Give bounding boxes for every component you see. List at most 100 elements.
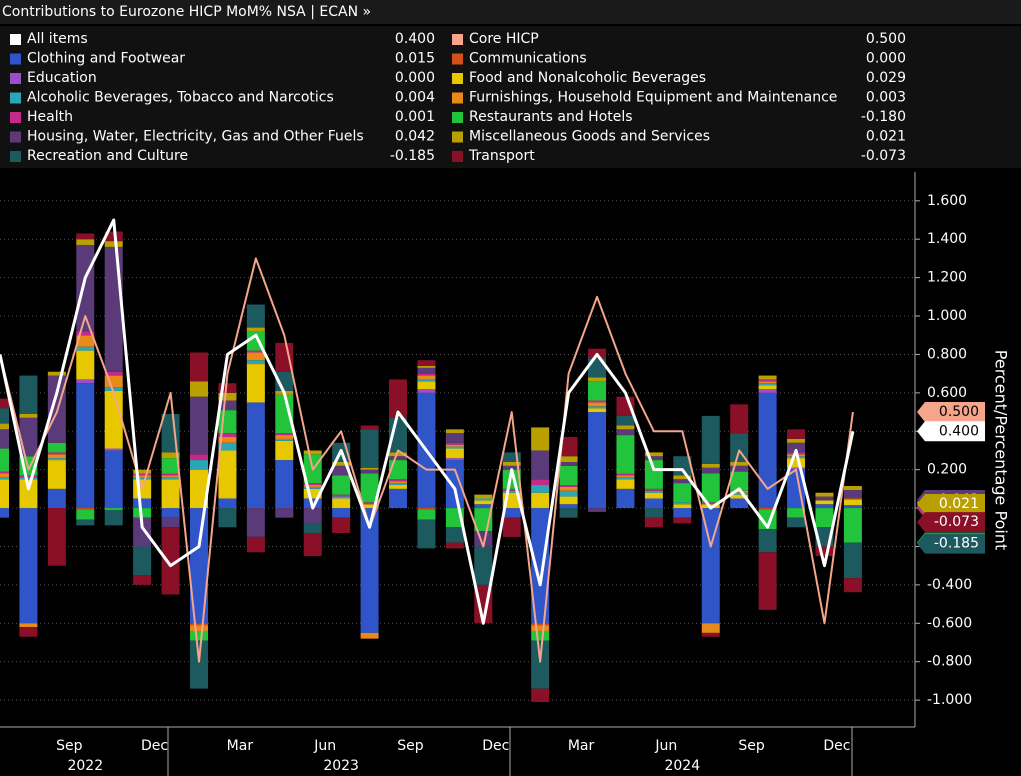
bar-segment [246,360,265,365]
bar-segment [588,377,607,382]
bar-segment [161,458,180,474]
bar-segment [616,488,635,509]
legend-value: 0.000 [395,70,435,86]
value-tag [917,494,985,515]
bar-segment [19,417,38,457]
bar-segment [0,398,9,409]
bar-segment [588,402,607,407]
bar-segment [389,452,408,457]
bar-segment [843,485,862,491]
bar-segment [559,485,578,487]
bar-segment [701,508,720,624]
bar-segment [332,496,351,499]
plot-area [0,200,915,703]
value-tag-label: -0.185 [934,536,979,552]
bar-segment [588,408,607,413]
bar-segment [730,494,749,499]
bar-segment [76,233,95,240]
bar-segment [360,473,379,503]
bar-segment [161,479,180,509]
bar-segment [787,458,806,468]
bar-segment [758,529,777,553]
bar-segment [161,517,180,528]
bar-segment [502,517,521,537]
bar-segment [474,500,493,505]
legend-label: Food and Nonalcoholic Beverages [469,70,706,86]
bar-segment [531,640,550,689]
bar-segment [76,509,95,520]
bar-segment [19,475,38,478]
bar-segment [0,408,9,424]
bar-segment [758,508,777,510]
value-tag [917,512,985,533]
bar-segment [275,342,294,372]
bar-segment [0,448,9,472]
bar-segment [104,450,123,509]
bar-segment [843,578,862,593]
bar-segment [673,479,692,484]
legend-label: Recreation and Culture [27,148,188,164]
bar-segment [417,360,436,366]
bar-segment [758,383,777,386]
bar-segment [19,477,38,480]
title-bar [0,0,1021,24]
bar-segment [218,433,237,438]
bar-segment [76,239,95,245]
bar-segment [360,425,379,430]
bar-segment [417,379,436,382]
legend-swatch [10,92,21,104]
bar-segment [389,485,408,489]
bar-segment [246,304,265,328]
bar-segment [104,448,123,451]
bar-segment [303,450,322,455]
y-tick-label: -0.400 [927,577,972,593]
bar-segment [19,627,38,637]
bar-segment [303,486,322,489]
bar-segment [787,517,806,528]
legend-value: -0.180 [861,109,906,125]
bar-segment [104,387,123,391]
bar-segment [360,502,379,505]
bar-segment [644,508,663,518]
bar-segment [360,429,379,468]
bar-segment [673,504,692,509]
bar-segment [76,346,95,351]
bar-segment [0,477,9,480]
bar-segment [616,425,635,430]
bar-segment [559,461,578,466]
bar-segment [190,508,209,624]
value-tag-label: 0.500 [939,404,979,420]
bar-segment [730,490,749,493]
bar-segment [417,373,436,376]
bar-segment [787,456,806,459]
bar-segment [644,517,663,528]
bar-segment [104,508,123,510]
bar-segment [616,477,635,480]
bar-segment [531,485,550,493]
bar-segment [218,437,237,443]
legend-value: 0.004 [395,90,435,106]
bar-segment [502,488,521,491]
bar-segment [417,508,436,510]
bar-segment [19,413,38,418]
legend-swatch [10,112,21,123]
bar-segment [701,502,720,505]
bar-segment [787,508,806,518]
bar-segment [104,246,123,372]
bar-segment [445,442,464,445]
bar-segment [275,394,294,434]
bar-segment [758,381,777,384]
y-tick-label: 1.600 [927,193,967,209]
legend-swatch [10,151,21,162]
bar-segment [417,367,436,374]
legend-value: 0.003 [866,90,906,106]
bar-segment [843,498,862,499]
legend-panel [0,26,1021,168]
bar-segment [133,575,152,585]
bar-segment [474,504,493,509]
bar-segment [445,446,464,449]
bar-segment [644,452,663,457]
bar-segment [730,471,749,491]
bar-segment [275,433,294,436]
